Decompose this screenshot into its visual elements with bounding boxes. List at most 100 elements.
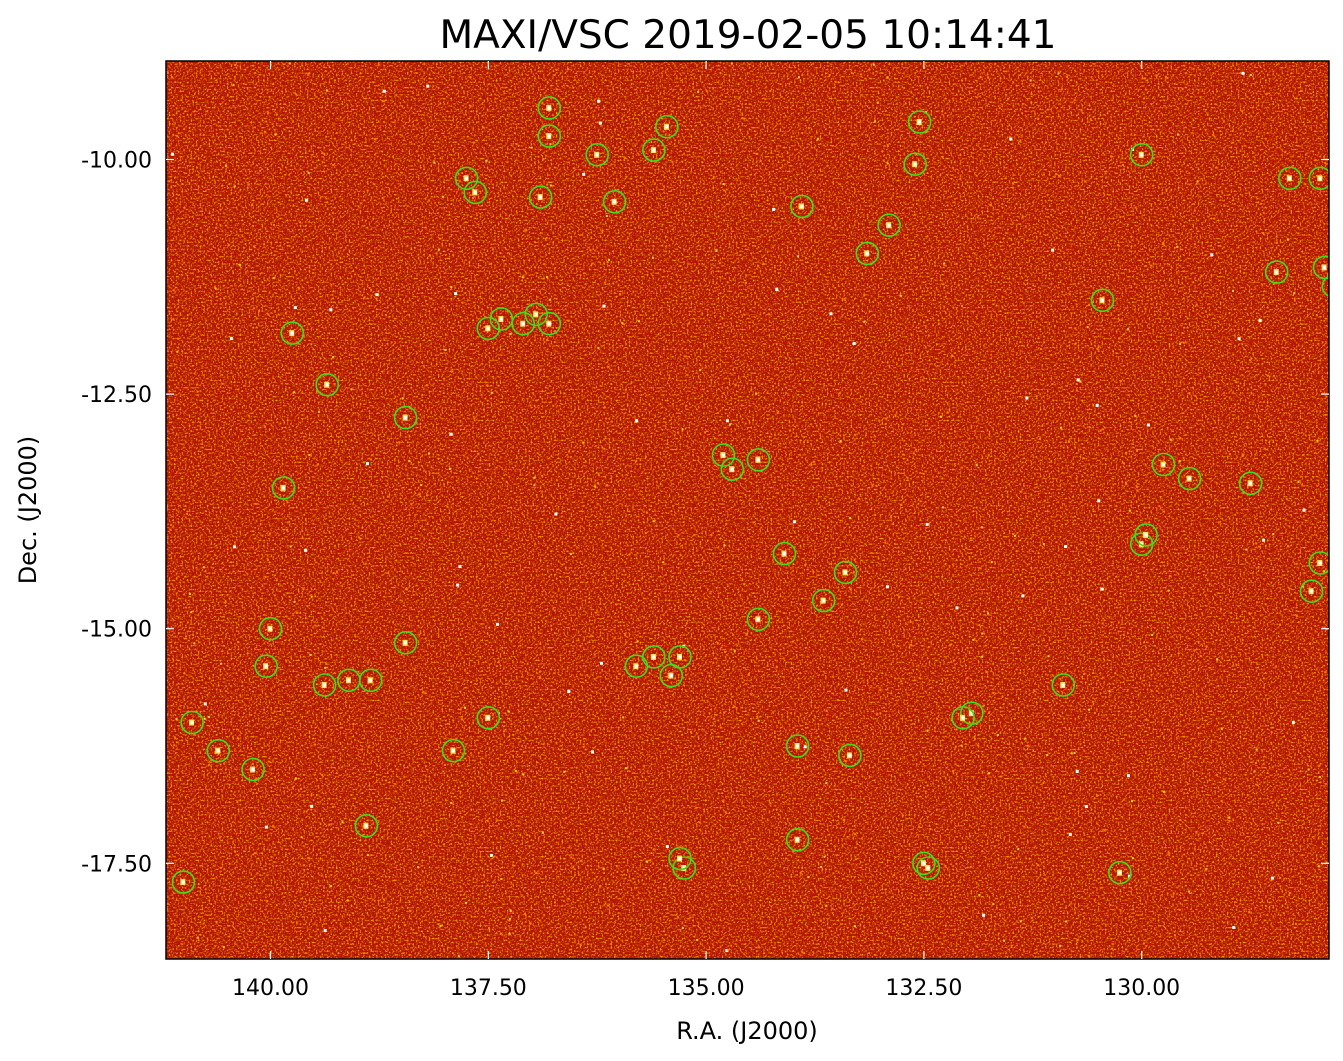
hot-pixel: [978, 624, 981, 627]
hot-pixel: [310, 595, 313, 598]
source-core-peak: [1323, 265, 1327, 269]
hot-pixel: [635, 460, 638, 463]
hot-pixel: [301, 537, 304, 540]
hot-pixel: [285, 615, 288, 618]
source-core-peak: [1140, 153, 1144, 157]
hot-pixel: [1068, 293, 1071, 296]
hot-pixel: [1181, 88, 1184, 90]
hot-pixel: [1042, 782, 1045, 784]
hot-pixel: [628, 493, 631, 496]
source-marker: [916, 856, 941, 880]
source-marker: [1090, 288, 1115, 313]
hot-pixel: [1100, 587, 1104, 591]
hot-pixel: [352, 928, 355, 931]
hot-pixel: [1260, 202, 1263, 205]
hot-pixel: [789, 429, 792, 432]
hot-pixel: [591, 262, 594, 265]
hot-pixel: [959, 178, 962, 181]
hot-pixel: [539, 676, 541, 679]
source-markers: [171, 96, 1329, 894]
hot-pixel: [529, 922, 532, 925]
hot-pixel: [849, 588, 852, 591]
hot-pixel: [186, 512, 188, 515]
hot-pixel: [1028, 582, 1031, 585]
hot-pixel: [1228, 820, 1231, 822]
hot-pixel: [1193, 649, 1196, 652]
hot-pixel: [219, 866, 222, 869]
hot-pixel: [715, 657, 718, 660]
hot-pixel: [725, 949, 729, 953]
hot-pixel: [849, 563, 851, 566]
hot-pixel: [942, 506, 944, 509]
source-marker: [1151, 452, 1176, 477]
hot-pixel: [173, 744, 176, 747]
hot-pixel: [1037, 118, 1040, 121]
hot-pixel: [1265, 93, 1268, 95]
hot-pixel: [321, 774, 324, 777]
hot-pixel: [450, 802, 453, 804]
hot-pixel: [703, 559, 706, 562]
hot-pixel: [1304, 737, 1306, 740]
source-marker: [528, 185, 553, 209]
hot-pixel: [1037, 864, 1040, 867]
hot-pixel: [990, 561, 993, 564]
hot-pixel: [515, 143, 518, 145]
hot-pixel: [375, 293, 379, 297]
source-core-peak: [547, 322, 551, 326]
source-marker: [258, 616, 283, 641]
hot-pixel: [533, 476, 536, 479]
hot-pixel: [533, 484, 536, 487]
hot-pixel: [236, 801, 239, 803]
hot-pixel: [1167, 589, 1170, 592]
hot-pixel: [812, 460, 815, 463]
hot-pixel: [734, 384, 737, 386]
source-core-peak: [190, 721, 194, 724]
hot-pixel: [504, 927, 507, 930]
source-marker: [489, 307, 514, 331]
hot-pixel: [960, 744, 963, 747]
hot-pixel: [185, 635, 188, 638]
hot-pixel: [464, 668, 467, 671]
hot-pixel: [179, 62, 182, 65]
hot-pixel: [328, 708, 331, 711]
hot-pixel: [325, 662, 328, 665]
hot-pixel: [215, 472, 218, 475]
hot-pixel: [724, 811, 727, 814]
hot-pixel: [601, 229, 604, 232]
hot-pixel: [169, 528, 172, 531]
hot-pixel: [1019, 139, 1022, 142]
hot-pixel: [1151, 633, 1154, 636]
hot-pixel: [1297, 480, 1300, 483]
hot-pixel: [696, 938, 699, 941]
hot-pixel: [325, 89, 328, 92]
source-marker: [711, 443, 736, 467]
hot-pixel: [718, 262, 721, 265]
hot-pixel: [188, 593, 191, 595]
hot-pixel: [266, 899, 269, 902]
hot-pixel: [954, 745, 957, 748]
hot-pixel: [202, 922, 205, 925]
hot-pixel: [715, 250, 718, 252]
hot-pixel: [1150, 264, 1152, 267]
hot-pixel: [1076, 939, 1079, 942]
source-core-peak: [465, 176, 469, 180]
hot-pixel: [202, 566, 205, 569]
hot-pixel: [1246, 426, 1249, 429]
hot-pixel: [1060, 88, 1063, 91]
source-core-peak: [844, 570, 847, 574]
hot-pixel: [224, 164, 227, 167]
hot-pixel: [723, 189, 726, 192]
hot-pixel: [987, 612, 989, 615]
hot-pixel: [350, 388, 353, 391]
hot-pixel: [685, 404, 688, 407]
hot-pixel: [794, 827, 797, 829]
hot-pixel: [272, 276, 275, 279]
hot-pixel: [501, 799, 504, 802]
hot-pixel: [1253, 770, 1256, 773]
hot-pixel: [945, 539, 947, 542]
hot-pixel: [1110, 947, 1113, 950]
hot-pixel: [1086, 326, 1089, 329]
x-tick-label: 130.00: [1103, 976, 1180, 1001]
hot-pixel: [472, 197, 474, 200]
source-marker: [642, 645, 666, 669]
